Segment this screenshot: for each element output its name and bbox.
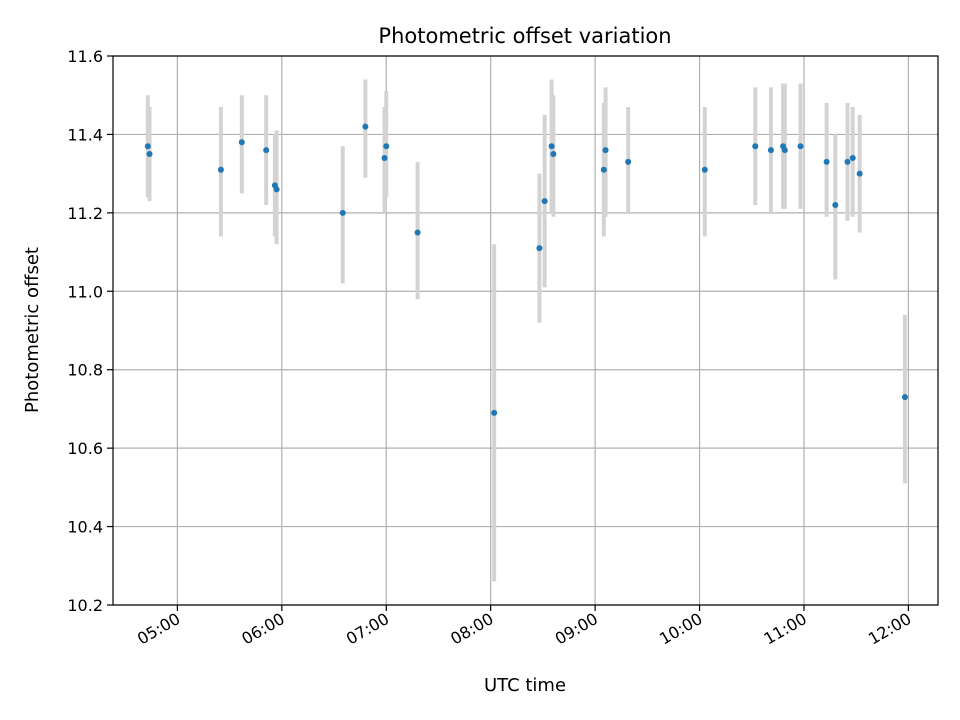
data-point [273, 186, 280, 193]
data-point [550, 151, 557, 158]
data-point [541, 198, 548, 205]
data-point [263, 147, 270, 154]
data-point [701, 166, 708, 173]
plot-frame [112, 55, 939, 606]
data-point [536, 245, 543, 252]
x-tick-label: 05:00 [134, 609, 183, 649]
y-tick-label: 11.6 [67, 47, 103, 66]
data-point [381, 154, 388, 161]
data-point [797, 143, 804, 150]
data-point [238, 139, 245, 146]
x-tick-label: 08:00 [447, 609, 496, 649]
data-point [548, 143, 555, 150]
data-point [767, 147, 774, 154]
data-point [146, 151, 153, 158]
y-axis-ticks: 10.2 10.4 10.6 10.8 11.0 11.2 11.4 11.6 [67, 47, 113, 615]
data-point [144, 143, 151, 150]
x-tick-label: 10:00 [656, 609, 705, 649]
x-axis-label: UTC time [484, 675, 566, 696]
data-point [752, 143, 759, 150]
y-tick-label: 11.4 [67, 125, 103, 144]
data-point [491, 409, 498, 416]
data-point [823, 158, 830, 165]
data-point [832, 202, 839, 209]
data-point [339, 209, 346, 216]
y-tick-label: 10.6 [67, 439, 103, 458]
data-point [362, 123, 369, 130]
data-point [600, 166, 607, 173]
data-point [901, 394, 908, 401]
data-point [625, 158, 632, 165]
data-point [849, 154, 856, 161]
error-bars [145, 79, 907, 582]
y-tick-label: 11.2 [67, 204, 103, 223]
grid-lines [113, 55, 938, 606]
x-tick-label: 07:00 [343, 609, 392, 649]
x-tick-label: 11:00 [761, 609, 810, 649]
data-point [217, 166, 224, 173]
data-point [856, 170, 863, 177]
y-tick-label: 10.8 [67, 361, 103, 380]
x-tick-label: 06:00 [238, 609, 287, 649]
data-point [602, 147, 609, 154]
x-tick-label: 12:00 [865, 609, 914, 649]
y-tick-label: 10.2 [67, 596, 103, 615]
data-point [383, 143, 390, 150]
data-points [144, 123, 908, 416]
data-point [414, 229, 421, 236]
x-axis-ticks: 05:00 06:00 07:00 08:00 09:00 10:00 11:00 12:00 [134, 605, 914, 649]
x-tick-label: 09:00 [552, 609, 601, 649]
y-tick-label: 11.0 [67, 282, 103, 301]
data-point [781, 147, 788, 154]
chart-title: Photometric offset variation [378, 24, 671, 48]
y-axis-label: Photometric offset [22, 247, 43, 413]
data-point [844, 158, 851, 165]
y-tick-label: 10.4 [67, 518, 103, 537]
